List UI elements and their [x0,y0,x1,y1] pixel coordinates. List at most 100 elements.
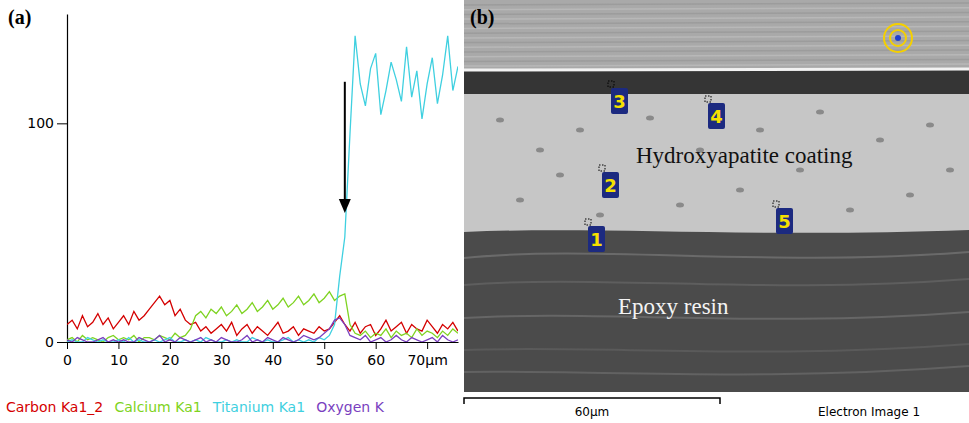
crosshair [599,165,605,171]
y-tick: 100 [27,115,67,131]
texture-streak [464,344,969,352]
texture-pore [576,128,584,133]
texture-pore [556,173,564,178]
crosshair [608,81,614,87]
scale-bar-label: 60µm [575,405,610,419]
x-tick-label: 20 [161,352,179,368]
y-tick-mark [57,123,67,124]
icon-ring [884,24,912,52]
x-tick-mark [67,342,68,349]
x-tick: 0 [63,342,72,368]
texture-streak [464,55,969,57]
point-label: 3 [613,91,626,112]
x-tick-mark [273,342,274,349]
texture-streak [464,64,969,66]
point-badge [611,88,628,114]
texture-streak [464,22,969,24]
arrow-shaft [344,82,346,201]
x-tick-label: 10 [110,352,128,368]
series-line [67,292,458,342]
annotation-arrow [339,82,351,213]
point-label: 4 [710,106,723,127]
y-tick-mark [57,342,67,343]
coating-layer [464,94,969,234]
x-tick-label: 40 [264,352,282,368]
icon-ring [890,30,906,46]
analysis-point: 1 [585,219,605,252]
scale-bar-line [464,398,720,404]
x-tick-label: 0 [63,352,72,368]
texture-pore [676,203,684,208]
region-label: Epoxy resin [618,294,729,319]
y-tick-label: 0 [45,334,54,350]
analysis-point: 3 [608,81,628,114]
texture-pore [646,116,654,121]
x-tick: 10 [110,342,128,368]
y-tick-label: 100 [27,115,54,131]
analysis-point: 5 [773,201,793,234]
texture-streak [464,3,969,5]
titanium-substrate [464,0,969,70]
texture-pore [926,123,934,128]
panel-a: (a) 0 10 20 30 40 50 60 70µm 0 100 Carbon Ka1_2Calc… [6,6,459,415]
panel-label: (a) [8,6,31,29]
icon-dot [895,35,901,41]
x-tick: 70µm [407,342,447,368]
texture-pore [946,168,954,173]
epoxy-layer [464,230,969,392]
x-tick-mark [376,342,377,349]
analysis-point: 4 [705,96,725,129]
x-axis: 0 10 20 30 40 50 60 70µm [63,342,458,368]
x-tick: 60 [367,342,385,368]
x-axis-line [68,342,459,343]
x-tick-mark [427,342,428,349]
y-axis: 0 100 [27,15,67,350]
figure: (a) 0 10 20 30 40 50 60 70µm 0 100 Carbon Ka1_2Calc… [0,0,969,423]
micrograph-image [464,0,969,392]
texture-streak [464,36,969,38]
texture-pore [596,213,604,218]
x-tick: 50 [316,342,334,368]
legend-entry: Titanium Ka1 [212,399,305,415]
texture-pore [736,188,744,193]
svg-root: (a) 0 10 20 30 40 50 60 70µm 0 100 Carbon Ka1_2Calc… [0,0,969,423]
scale-bar: 60µm [464,398,720,419]
crosshair [585,219,591,225]
x-tick: 20 [161,342,179,368]
texture-pore [496,118,504,123]
series-line [67,318,458,342]
texture-pore [846,208,854,213]
texture-pore [796,168,804,173]
analysis-point: 2 [599,165,619,198]
arrow-head [339,199,351,213]
texture-streak [464,41,969,43]
panel-label: (b) [470,6,494,29]
texture-pore [906,193,914,198]
point-badge [588,226,605,252]
x-tick-mark [221,342,222,349]
x-tick-label: 30 [213,352,231,368]
point-label: 1 [590,229,603,250]
texture-streak [464,17,969,19]
x-tick-mark [170,342,171,349]
point-badge [708,103,725,129]
x-tick-label: 60 [367,352,385,368]
texture-pore [516,198,524,203]
interface-edge [464,69,969,70]
crosshair [773,201,779,207]
texture-streak [464,8,969,10]
plot-lines [67,36,458,342]
x-tick-label: 50 [316,352,334,368]
texture-streak [464,59,969,61]
point-label: 2 [604,175,617,196]
beam-icon [884,24,912,52]
point-badge [776,208,793,234]
texture-pore [816,110,824,115]
legend-entry: Oxygen K [316,399,384,415]
series-line [67,36,458,342]
point-badge [602,172,619,198]
legend: Carbon Ka1_2Calcium Ka1Titanium Ka1Oxyge… [6,399,385,415]
texture-streak [464,27,969,29]
point-label: 5 [778,211,791,232]
crosshair [705,96,711,102]
